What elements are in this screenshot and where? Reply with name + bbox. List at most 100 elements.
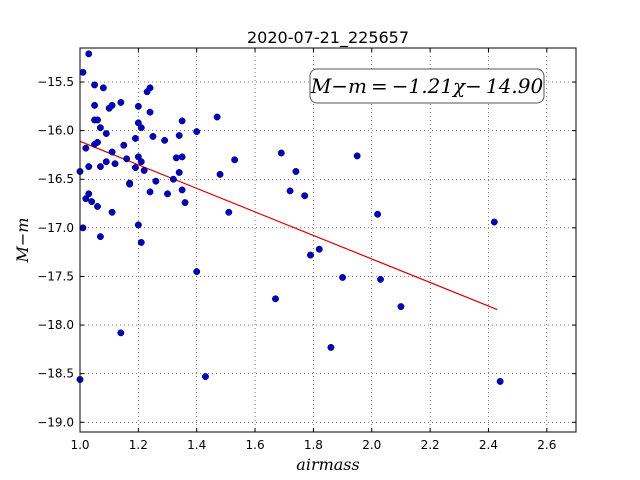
data-point [327, 343, 335, 351]
data-point [146, 84, 154, 92]
data-point [178, 117, 186, 125]
data-point [216, 170, 224, 178]
data-point [397, 303, 405, 311]
data-point [94, 203, 101, 210]
data-point [231, 156, 239, 164]
x-tick-label: 2.0 [362, 438, 381, 452]
data-point [225, 208, 233, 216]
data-point [131, 134, 139, 142]
y-tick-label: −17.5 [37, 269, 74, 283]
data-point [131, 164, 139, 172]
x-tick-label: 2.2 [421, 438, 440, 452]
data-point [193, 128, 201, 136]
data-point [169, 175, 177, 183]
x-tick-label: 1.8 [304, 438, 323, 452]
data-point [82, 195, 90, 203]
data-point [193, 268, 201, 276]
y-tick-label: −16.0 [37, 124, 74, 138]
data-point [123, 155, 131, 163]
data-point [272, 295, 279, 303]
x-axis-label: airmass [296, 455, 359, 474]
data-point [161, 136, 169, 144]
data-point [117, 329, 125, 337]
data-point [96, 124, 104, 132]
data-point [213, 113, 221, 121]
x-tick-label: 1.4 [187, 438, 206, 452]
data-point [85, 50, 93, 58]
data-point [377, 275, 384, 283]
data-point [277, 149, 285, 157]
data-point [374, 210, 382, 218]
data-point [301, 192, 309, 200]
data-point [108, 148, 116, 156]
data-point [496, 377, 504, 385]
y-tick-label: −18.5 [37, 367, 74, 381]
data-point [94, 138, 101, 146]
data-point [353, 152, 361, 160]
data-point [181, 199, 189, 207]
data-point [88, 198, 96, 206]
data-point [108, 101, 116, 109]
data-point [126, 180, 134, 188]
x-tick-label: 2.6 [537, 438, 556, 452]
y-tick-label: −18.0 [37, 318, 74, 332]
data-point [178, 153, 186, 161]
data-point [108, 208, 116, 216]
data-point [137, 158, 145, 166]
data-point [146, 108, 154, 116]
data-point [137, 238, 145, 246]
data-point [152, 177, 160, 185]
data-points [76, 50, 504, 385]
data-point [96, 163, 104, 171]
data-point [102, 158, 110, 166]
x-tick-label: 2.4 [479, 438, 498, 452]
data-point [102, 130, 110, 137]
data-point [339, 273, 347, 281]
data-point [120, 141, 128, 149]
y-tick-label: −17.0 [37, 221, 74, 235]
data-point [146, 188, 154, 196]
data-point [202, 373, 209, 381]
data-point [164, 190, 171, 198]
data-point [91, 81, 99, 89]
annotation-box [309, 68, 545, 104]
data-point [94, 116, 101, 124]
data-point [175, 168, 183, 176]
data-point [137, 124, 145, 132]
data-point [85, 163, 93, 171]
fit-annotation: M−m = −1.21χ− 14.90 [309, 68, 545, 104]
y-tick-label: −16.5 [37, 172, 74, 186]
data-point [490, 218, 498, 226]
data-point [91, 101, 99, 109]
data-point [172, 154, 180, 162]
axis-ticks: 1.0 1.2 1.4 1.6 1.8 2.0 2.2 2.4 2.6 −15.5 −16.0 −16… [37, 48, 576, 452]
data-point [140, 167, 148, 174]
data-point [99, 84, 107, 92]
data-point [292, 168, 300, 175]
data-point [175, 132, 183, 139]
data-point [96, 233, 104, 241]
data-point [134, 102, 142, 110]
plot-area [80, 48, 576, 432]
data-point [79, 68, 87, 76]
data-point [117, 98, 125, 106]
fit-line [79, 140, 498, 311]
fit-line-layer [79, 140, 498, 311]
x-tick-label: 1.6 [246, 438, 265, 452]
data-point [82, 144, 90, 152]
data-point [111, 160, 119, 168]
plot-frame [79, 47, 577, 433]
x-tick-label: 1.2 [129, 438, 148, 452]
x-tick-label: 1.0 [70, 438, 89, 452]
data-point [307, 251, 314, 259]
y-tick-label: −15.5 [37, 75, 74, 89]
y-tick-label: −19.0 [37, 415, 74, 429]
data-point [286, 187, 294, 195]
y-axis-label: M−m [13, 218, 32, 264]
data-point [134, 221, 142, 229]
chart-title: 2020-07-21_225657 [247, 28, 409, 48]
data-point [149, 133, 157, 140]
data-point [178, 186, 186, 194]
data-point [315, 245, 323, 253]
